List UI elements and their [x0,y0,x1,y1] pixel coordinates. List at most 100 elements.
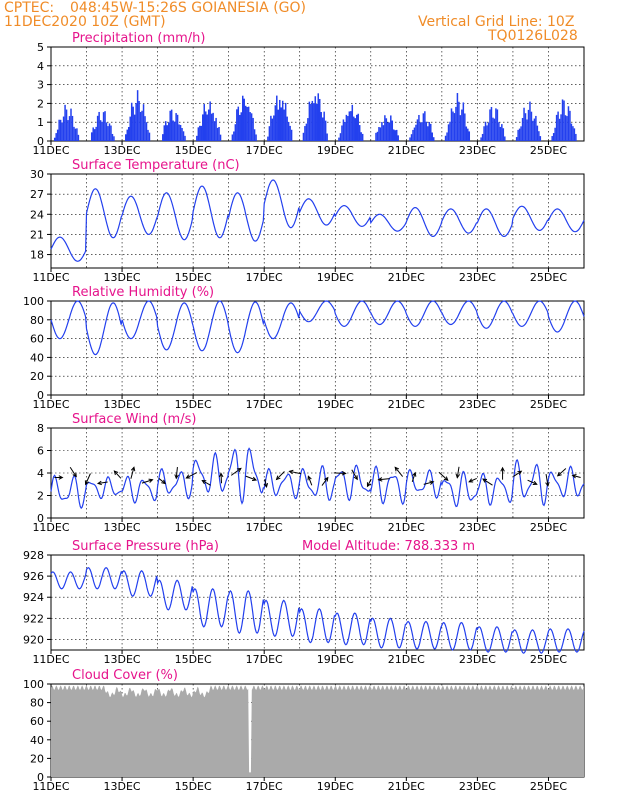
precip-bar [233,131,235,141]
precip-bar [53,137,56,141]
panel-title: Surface Wind (m/s) [72,412,196,427]
header-model-code: TQ0126L028 [488,28,578,44]
precip-bar [200,125,203,141]
x-tick-label: 21DEC [388,780,425,793]
wind-arrow-head [174,474,179,480]
precip-bar [518,128,521,141]
precip-bar [397,135,399,141]
precip-bar [422,113,425,141]
x-tick-label: 11DEC [32,653,69,666]
y-tick-label: 3 [37,79,44,92]
precip-bar [520,126,522,141]
precip-bar [379,127,382,141]
precip-bar [62,116,65,141]
wind-arrow [158,478,166,484]
precip-bar [412,129,414,141]
precip-bar [524,113,527,141]
precip-bar [455,106,457,141]
precip-bar [387,122,389,141]
precip-bar [391,120,394,141]
precip-bar [355,114,358,141]
x-tick-label: 15DEC [175,271,212,284]
precip-bar [530,111,533,141]
precip-bar [102,112,105,141]
precip-bar [517,129,519,141]
precip-bar [486,125,488,141]
precip-bar [493,118,496,141]
precip-bars [53,90,577,141]
precip-bar [130,102,133,141]
panel-title: Cloud Cover (%) [72,668,178,683]
x-tick-label: 23DEC [459,398,496,411]
wind-arrow-head [324,476,329,482]
wind-arrow-head [394,466,400,472]
precip-bar [148,132,151,141]
precip-bar [447,124,450,141]
wind-arrow-head [377,477,383,482]
x-tick-label: 21DEC [388,398,425,411]
precip-bar [424,111,426,141]
pressure-line [50,567,585,654]
wind-arrow [557,468,567,477]
wind-arrow-head [412,471,417,477]
wind-arrow-head [96,480,102,486]
precip-bar [418,114,420,141]
precip-bar [378,127,380,141]
precip-bar [552,133,555,141]
precip-bar [527,109,530,141]
precip-bar [179,124,182,141]
precip-bar [199,125,201,141]
precip-bar [570,123,573,141]
precip-bar [342,119,345,141]
precip-bar [240,112,243,141]
header-location: 048:45W-15:26S GOIANESIA (GO) [70,0,306,16]
precip-bar [280,107,282,141]
wind-arrow [321,477,329,486]
x-tick-label: 25DEC [530,271,567,284]
header-grid-note: Vertical Grid Line: 10Z [418,14,575,30]
precip-bar [465,126,468,141]
precip-bar [209,101,211,141]
wind-arrow-head [72,472,77,478]
x-tick-label: 25DEC [530,653,567,666]
precip-bar [169,110,171,141]
x-tick-label: 23DEC [459,144,496,157]
x-tick-label: 11DEC [32,521,69,534]
precip-bar [499,126,502,141]
precip-bar [320,112,322,141]
panel-title: Relative Humidity (%) [72,285,214,300]
precip-bar [93,129,96,141]
precip-bar [105,122,108,141]
precip-bar [384,115,386,141]
precip-bar [172,120,174,141]
precip-bar [382,125,385,141]
precip-bar [432,137,435,141]
precip-bar [307,118,309,141]
precip-bar [253,129,256,141]
wind-arrow-head [275,475,281,481]
precip-bar [304,126,306,141]
y-tick-label: 27 [30,188,44,201]
precip-bar [267,136,269,141]
y-tick-label: 926 [23,570,44,583]
precip-bar [413,127,416,141]
precip-bar [166,125,168,141]
wind-arrow-head [252,476,258,482]
precip-bar [419,122,422,141]
wind-arrow-head [288,469,294,475]
precip-bar [459,115,462,141]
y-tick-label: 100 [23,295,44,308]
precip-bar [289,125,291,141]
precip-bar [567,106,570,141]
precip-bar [388,122,391,141]
precip-bar [573,128,576,141]
y-tick-label: 80 [30,314,44,327]
x-tick-label: 11DEC [32,144,69,157]
y-tick-label: 21 [30,228,44,241]
precip-bar [410,134,413,141]
precip-bar [71,115,74,141]
wind-arrow-head [468,478,474,483]
precip-bar [498,122,500,141]
wind-arrow [572,474,581,478]
precip-bar [572,126,574,141]
